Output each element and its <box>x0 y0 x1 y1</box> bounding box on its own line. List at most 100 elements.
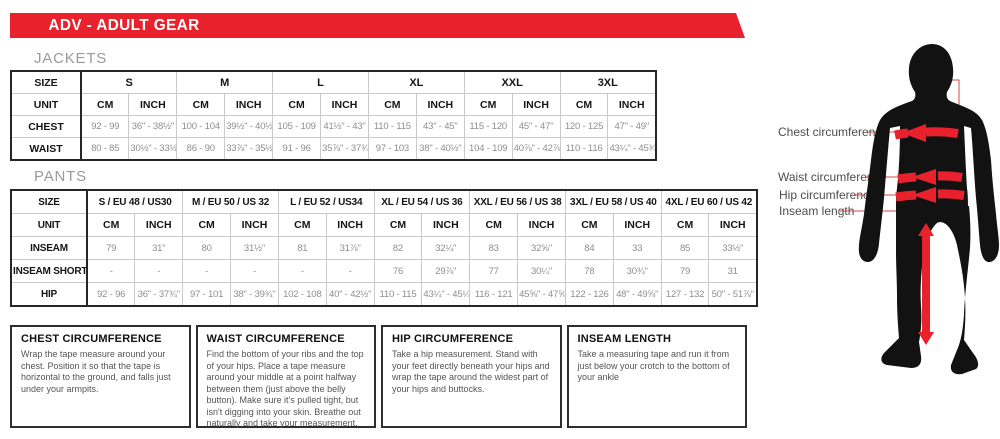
chest-band-right <box>925 127 959 138</box>
header-banner: ADV - ADULT GEAR <box>10 13 745 38</box>
value-cell: 31 <box>708 259 758 283</box>
value-cell: 110 - 115 <box>373 282 423 307</box>
value-cell: 91 - 96 <box>272 137 322 161</box>
unit-header: CM <box>469 213 519 237</box>
value-cell: 102 - 108 <box>277 282 327 307</box>
value-cell: 33⅞" - 35½" <box>224 137 274 161</box>
inseam-arrowhead-top <box>918 223 934 236</box>
row-label: HIP <box>10 282 88 307</box>
waist-instruction-box: WAIST CIRCUMFERENCE Find the bottom of y… <box>195 325 376 428</box>
value-cell: 47" - 49" <box>607 115 657 138</box>
hip-instruction-text: Take a hip measurement. Stand with your … <box>392 349 550 394</box>
unit-header: INCH <box>612 213 662 237</box>
value-cell: 92 - 96 <box>86 282 136 307</box>
unit-header: INCH <box>230 213 279 237</box>
value-cell: 110 - 115 <box>367 115 417 138</box>
waist-instruction-text: Find the bottom of your ribs and the top… <box>206 349 364 428</box>
unit-header: INCH <box>517 213 566 237</box>
value-cell: 120 - 125 <box>559 115 609 138</box>
unit-header: INCH <box>708 213 758 237</box>
value-cell: 35⅞" - 37¾" <box>320 137 369 161</box>
unit-header: CM <box>660 213 710 237</box>
value-cell: 31" <box>134 236 184 260</box>
band-arrowheads <box>902 124 936 203</box>
value-cell: 77 <box>469 259 519 283</box>
value-cell: 30¼" <box>517 259 566 283</box>
waist-circumference-label: Waist circumference <box>778 170 887 184</box>
value-cell: 31⅞" <box>325 236 375 260</box>
inseam-instruction-box: INSEAM LENGTH Take a measuring tape and … <box>566 325 747 428</box>
jackets-section-label: JACKETS <box>34 50 108 67</box>
value-cell: 40⅞" - 42⅞" <box>511 137 561 161</box>
hip-band-right <box>937 189 965 200</box>
inseam-instruction-title: INSEAM LENGTH <box>577 333 672 345</box>
value-cell: 110 - 116 <box>559 137 609 161</box>
value-cell: 40" - 42½" <box>325 282 375 307</box>
value-cell: 116 - 121 <box>469 282 519 307</box>
unit-row-label: UNIT <box>10 93 82 116</box>
value-cell: - <box>86 259 136 283</box>
value-cell: 83 <box>469 236 519 260</box>
value-cell: - <box>277 259 327 283</box>
value-cell: 82 <box>373 236 423 260</box>
unit-header: INCH <box>224 93 274 116</box>
unit-header: CM <box>277 213 327 237</box>
value-cell: 43¼" - 45¾" <box>607 137 657 161</box>
value-cell: 45" - 47" <box>511 115 561 138</box>
chest-circumference-label: Chest circumference <box>778 125 889 139</box>
unit-header: CM <box>559 93 609 116</box>
unit-header: INCH <box>511 93 561 116</box>
value-cell: 105 - 109 <box>272 115 322 138</box>
jackets-size-table: SIZE S M L XL XXL 3XL UNIT CM INCH CM INCH CM INCH CM I… <box>10 70 657 161</box>
unit-header: CM <box>367 93 417 116</box>
unit-header: INCH <box>128 93 178 116</box>
value-cell: 36" - 38½" <box>128 115 178 138</box>
body-silhouette-diagram <box>840 44 999 375</box>
value-cell: 32⅝" <box>517 236 566 260</box>
size-header: M / EU 50 / US 32 <box>182 189 279 214</box>
value-cell: 30¾" <box>612 259 662 283</box>
value-cell: - <box>134 259 184 283</box>
value-cell: 86 - 90 <box>176 137 226 161</box>
hip-band-arrowhead <box>912 187 936 203</box>
size-header: 3XL / EU 58 / US 40 <box>564 189 662 214</box>
value-cell: 80 <box>182 236 232 260</box>
size-header: XXL <box>463 70 561 94</box>
unit-header: INCH <box>320 93 369 116</box>
unit-header: CM <box>80 93 130 116</box>
value-cell: 36" - 37¾" <box>134 282 184 307</box>
value-cell: 50" - 51⅞" <box>708 282 758 307</box>
row-label: WAIST <box>10 137 82 161</box>
value-cell: 115 - 120 <box>463 115 513 138</box>
size-header: L / EU 52 / US34 <box>277 189 375 214</box>
inseam-arrow <box>918 223 934 345</box>
size-header: L <box>272 70 369 94</box>
size-header: S <box>80 70 178 94</box>
unit-header: CM <box>564 213 614 237</box>
page-title: ADV - ADULT GEAR <box>48 17 200 34</box>
value-cell: 38" - 39¾" <box>230 282 279 307</box>
value-cell: 29⅞" <box>421 259 471 283</box>
size-header: XXL / EU 56 / US 38 <box>469 189 566 214</box>
unit-header: INCH <box>415 93 465 116</box>
value-cell: 97 - 103 <box>367 137 417 161</box>
value-cell: 97 - 101 <box>182 282 232 307</box>
row-label: CHEST <box>10 115 82 138</box>
waist-band-arrowhead <box>912 169 936 185</box>
row-label: INSEAM SHORT <box>10 259 88 283</box>
value-cell: 81 <box>277 236 327 260</box>
size-corner-label: SIZE <box>10 189 88 214</box>
size-header: XL <box>367 70 465 94</box>
unit-header: CM <box>182 213 232 237</box>
value-cell: 127 - 132 <box>660 282 710 307</box>
waist-band-right <box>937 171 963 182</box>
value-cell: - <box>182 259 232 283</box>
size-header: 3XL <box>559 70 657 94</box>
value-cell: 79 <box>86 236 136 260</box>
chest-instruction-title: CHEST CIRCUMFERENCE <box>21 333 162 345</box>
value-cell: 100 - 104 <box>176 115 226 138</box>
value-cell: 38" - 40½" <box>415 137 465 161</box>
row-label: INSEAM <box>10 236 88 260</box>
value-cell: 30½" - 33½" <box>128 137 178 161</box>
body-silhouette-legs <box>881 206 979 375</box>
